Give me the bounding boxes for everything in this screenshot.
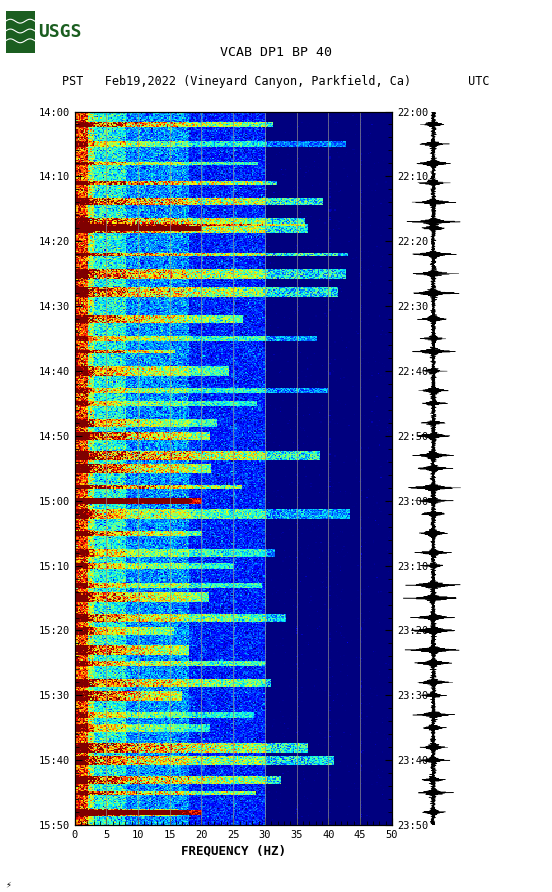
- Text: USGS: USGS: [38, 23, 82, 41]
- Text: PST   Feb19,2022 (Vineyard Canyon, Parkfield, Ca)        UTC: PST Feb19,2022 (Vineyard Canyon, Parkfie…: [62, 75, 490, 88]
- X-axis label: FREQUENCY (HZ): FREQUENCY (HZ): [181, 844, 286, 857]
- Text: ⚡: ⚡: [6, 880, 12, 889]
- Text: VCAB DP1 BP 40: VCAB DP1 BP 40: [220, 45, 332, 59]
